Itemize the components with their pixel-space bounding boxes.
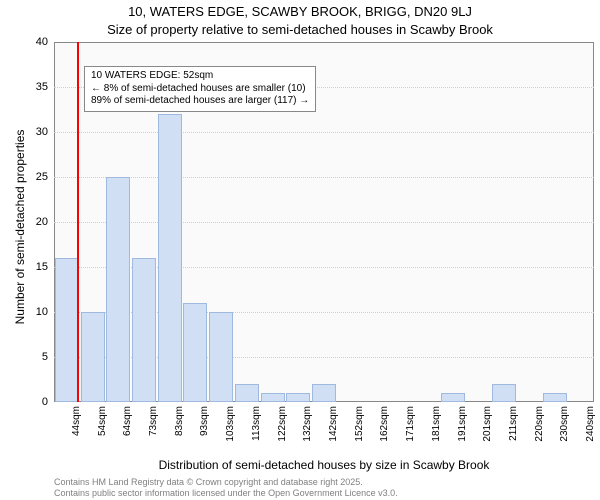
y-tick-label: 30 [24,126,48,138]
x-tick-label: 93sqm [199,406,210,436]
histogram-bar [158,114,182,402]
histogram-bar [261,393,285,402]
histogram-bar [209,312,233,402]
x-tick-label: 132sqm [302,406,313,442]
y-tick-label: 10 [24,306,48,318]
histogram-bar [183,303,207,402]
x-tick-label: 201sqm [482,406,493,442]
x-axis-label: Distribution of semi-detached houses by … [54,458,594,472]
x-tick-label: 103sqm [225,406,236,442]
histogram-bar [81,312,105,402]
x-tick-label: 230sqm [559,406,570,442]
histogram-bar [312,384,336,402]
y-tick-label: 5 [24,351,48,363]
subject-marker-line [77,42,79,402]
histogram-bar [543,393,567,402]
footer-copyright-1: Contains HM Land Registry data © Crown c… [54,477,363,487]
gridline [54,222,594,223]
annotation-box: 10 WATERS EDGE: 52sqm← 8% of semi-detach… [84,66,316,112]
y-tick-label: 25 [24,171,48,183]
histogram-bar [492,384,516,402]
annotation-line: 89% of semi-detached houses are larger (… [91,95,309,108]
annotation-line: ← 8% of semi-detached houses are smaller… [91,83,309,96]
histogram-bar [286,393,310,402]
y-tick-label: 20 [24,216,48,228]
histogram-bar [235,384,259,402]
x-tick-label: 191sqm [457,406,468,442]
x-tick-label: 83sqm [174,406,185,436]
y-tick-label: 35 [24,81,48,93]
x-tick-label: 54sqm [97,406,108,436]
x-tick-label: 240sqm [585,406,596,442]
chart-title-main: 10, WATERS EDGE, SCAWBY BROOK, BRIGG, DN… [0,4,600,19]
x-tick-label: 220sqm [534,406,545,442]
gridline [54,177,594,178]
histogram-bar [441,393,465,402]
x-tick-label: 122sqm [277,406,288,442]
histogram-bar [106,177,130,402]
x-tick-label: 113sqm [251,406,262,441]
x-tick-label: 142sqm [328,406,339,442]
histogram-bar [132,258,156,402]
x-tick-label: 64sqm [122,406,133,436]
y-tick-label: 15 [24,261,48,273]
x-tick-label: 44sqm [71,406,82,436]
x-tick-label: 152sqm [354,406,365,442]
footer-copyright-2: Contains public sector information licen… [54,488,398,498]
annotation-line: 10 WATERS EDGE: 52sqm [91,70,309,83]
x-tick-label: 162sqm [379,406,390,442]
x-tick-label: 73sqm [148,406,159,436]
x-tick-label: 171sqm [405,406,416,442]
y-tick-label: 40 [24,36,48,48]
histogram-bar [55,258,79,402]
x-tick-label: 211sqm [508,406,519,441]
histogram-plot: 051015202530354044sqm54sqm64sqm73sqm83sq… [54,42,594,402]
x-tick-label: 181sqm [431,406,442,442]
chart-title-sub: Size of property relative to semi-detach… [0,22,600,37]
y-tick-label: 0 [24,396,48,408]
gridline [54,132,594,133]
